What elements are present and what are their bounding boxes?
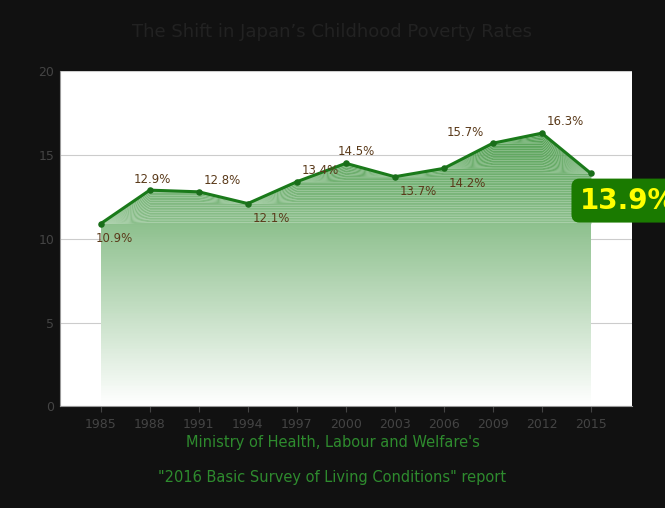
Text: 10.9%: 10.9%: [96, 232, 133, 245]
Point: [194, 188, 204, 196]
Point: [586, 169, 597, 177]
Text: 14.5%: 14.5%: [338, 145, 375, 158]
Point: [340, 159, 351, 167]
Point: [95, 219, 106, 228]
Text: 15.7%: 15.7%: [447, 126, 484, 140]
Text: "2016 Basic Survey of Living Conditions" report: "2016 Basic Survey of Living Conditions"…: [158, 470, 507, 485]
Point: [438, 164, 449, 172]
Text: 14.2%: 14.2%: [449, 177, 486, 190]
Text: 12.1%: 12.1%: [253, 212, 290, 225]
Text: Ministry of Health, Labour and Welfare's: Ministry of Health, Labour and Welfare's: [186, 434, 479, 450]
Text: 12.9%: 12.9%: [134, 173, 171, 185]
Point: [537, 129, 547, 137]
Text: 13.4%: 13.4%: [302, 164, 339, 177]
Text: 13.7%: 13.7%: [400, 185, 437, 198]
Point: [487, 139, 498, 147]
Text: 12.8%: 12.8%: [203, 174, 241, 187]
Point: [291, 178, 302, 186]
Text: 16.3%: 16.3%: [547, 115, 584, 128]
Point: [390, 173, 400, 181]
Text: 13.9%: 13.9%: [579, 186, 665, 214]
Point: [243, 200, 253, 208]
Text: The Shift in Japan’s Childhood Poverty Rates: The Shift in Japan’s Childhood Poverty R…: [132, 23, 533, 41]
Point: [144, 186, 155, 194]
